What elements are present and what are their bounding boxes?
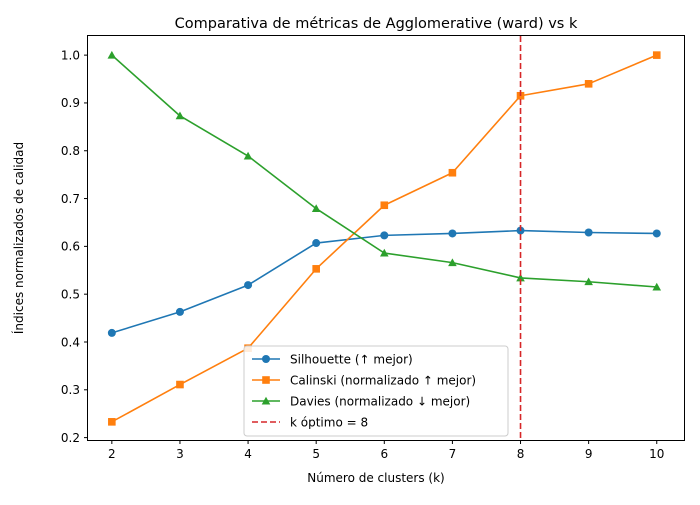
plot-frame	[87, 35, 685, 441]
x-tick-label: 8	[517, 447, 525, 461]
series-3-point	[311, 204, 321, 213]
series-3-point	[107, 50, 117, 59]
x-axis-label: Número de clusters (k)	[307, 471, 444, 485]
series-3-point	[652, 282, 662, 291]
y-tick-label: 0.2	[61, 431, 80, 445]
series-1-point	[652, 229, 661, 238]
series-3-point	[516, 273, 525, 282]
series-1-point	[107, 328, 116, 337]
series-1-point	[175, 307, 184, 316]
y-tick-label: 0.9	[61, 96, 80, 110]
x-tick-label: 10	[649, 447, 664, 461]
legend-entry-label: Davies (normalizado ↓ mejor)	[290, 394, 470, 408]
x-tick-label: 2	[108, 447, 116, 461]
x-tick-label: 4	[244, 447, 252, 461]
y-tick-label: 0.7	[61, 192, 80, 206]
legend-box	[243, 345, 509, 437]
x-tick-label: 3	[176, 447, 184, 461]
y-tick-label: 0.5	[61, 287, 80, 301]
legend-swatch-marker	[262, 355, 270, 363]
legend: Silhouette (↑ mejor) Calinski (normalizad…	[243, 345, 509, 437]
series-3-point	[584, 277, 593, 286]
series-1-point	[312, 239, 321, 248]
x-tick-label: 7	[449, 447, 457, 461]
chart-title: Comparativa de métricas de Agglomerative…	[175, 16, 578, 32]
legend-swatch-marker	[262, 376, 270, 384]
legend-swatch-marker	[261, 396, 271, 405]
y-tick-label: 0.6	[61, 240, 80, 254]
y-tick-label: 1.0	[61, 48, 80, 62]
axis-ticks: 2 3 4 5 6 7 8 9 10 0.2 0.3 0.4 0.5 0.6 0.7 0.8 0.9 1.0	[61, 48, 664, 461]
legend-entry-label: Silhouette (↑ mejor)	[290, 352, 413, 366]
series-3-point	[379, 248, 389, 257]
y-axis-label: Índices normalizados de calidad	[11, 142, 26, 334]
plot-marks	[107, 36, 662, 440]
series-2-point	[380, 201, 389, 210]
legend-entry-label: k óptimo = 8	[290, 415, 368, 429]
series-1-point	[584, 228, 593, 237]
legend-entry-label: Calinski (normalizado ↑ mejor)	[290, 373, 476, 387]
series-2-point	[108, 418, 116, 426]
y-tick-label: 0.3	[61, 383, 80, 397]
series-1-point	[380, 231, 389, 240]
series-2-point	[448, 168, 457, 177]
series-1-point	[244, 281, 253, 290]
series-3-point	[243, 151, 253, 160]
series-3-point	[448, 258, 457, 267]
series-3-point	[175, 111, 185, 120]
x-tick-label: 6	[380, 447, 388, 461]
x-tick-label: 5	[312, 447, 320, 461]
series-2-point	[584, 80, 593, 88]
y-tick-label: 0.4	[61, 335, 80, 349]
series-1-point	[448, 229, 457, 238]
series-2-point	[312, 265, 320, 273]
y-tick-label: 0.8	[61, 144, 80, 158]
series-2-point	[652, 51, 661, 59]
x-tick-label: 9	[585, 447, 593, 461]
series-2-point	[176, 380, 184, 389]
